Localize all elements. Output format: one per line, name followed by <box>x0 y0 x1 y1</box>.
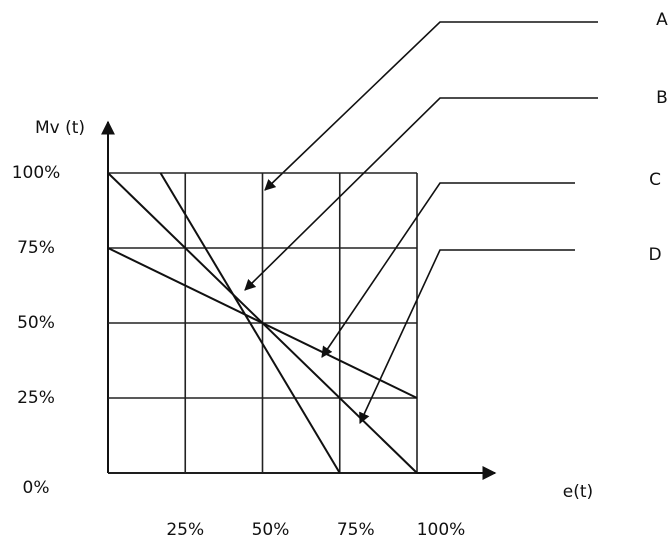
leader-arrow <box>360 250 575 423</box>
y-tick-label: 50% <box>17 313 55 333</box>
y-tick-label: 75% <box>17 238 55 258</box>
y-tick-label: 25% <box>17 388 55 408</box>
leader-arrow <box>245 98 598 290</box>
x-axis-label: e(t) <box>563 482 593 502</box>
x-tick-label: 50% <box>252 520 290 540</box>
chart: Mv (t) e(t) A 0% 25% 50% 75% 100% 25% 50% 75% 10… <box>0 0 672 542</box>
y-axis-label: Mv (t) <box>35 118 85 138</box>
series-label: C <box>649 170 661 190</box>
leader-arrow <box>322 183 575 357</box>
series-label: B <box>656 88 668 108</box>
annotation-label: A <box>656 10 668 30</box>
x-tick-label: 100% <box>417 520 466 540</box>
series-label: D <box>648 245 661 265</box>
y-tick-label: 0% <box>23 478 50 498</box>
x-tick-label: 75% <box>337 520 375 540</box>
y-tick-label: 100% <box>12 163 61 183</box>
x-tick-label: 25% <box>166 520 204 540</box>
